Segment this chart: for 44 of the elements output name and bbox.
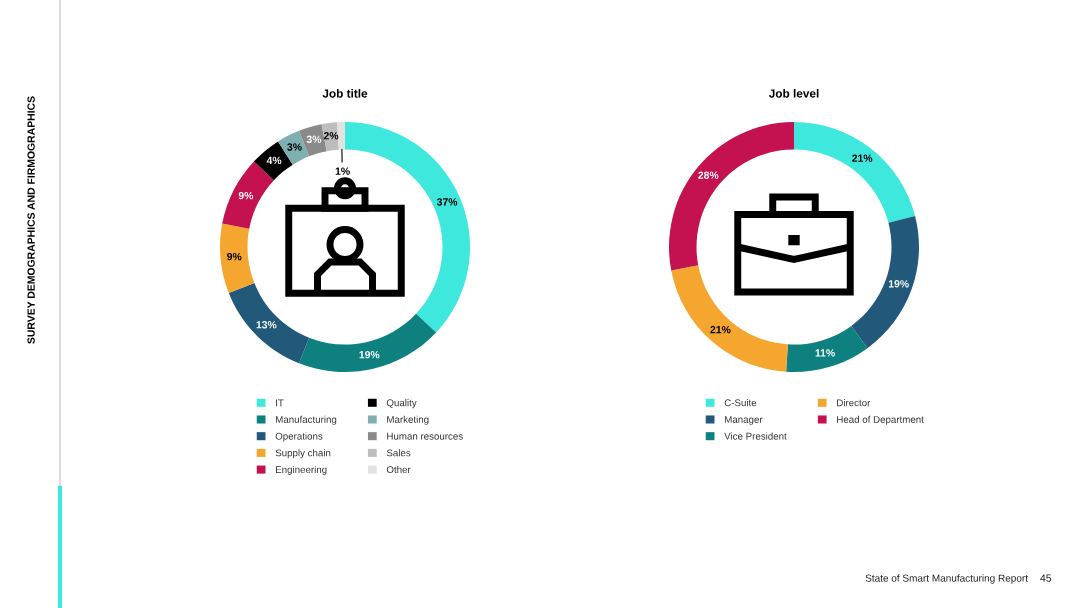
legend-label: Supply chain (275, 449, 331, 459)
data-label: 9% (227, 252, 242, 261)
data-label: 28% (698, 171, 719, 179)
legend-label: Quality (386, 399, 417, 409)
text: State of Smart Manufacturing Report (865, 574, 1028, 584)
legend-label: Manager (725, 416, 763, 425)
data-label: 4% (266, 156, 282, 165)
text: 45 (1040, 574, 1052, 582)
legend-label: Other (386, 465, 411, 474)
legend-label: Sales (386, 449, 411, 457)
data-label: 1% (335, 167, 350, 175)
chart-title: Job title (322, 89, 368, 98)
data-label: 9% (238, 191, 254, 200)
legend-label: Vice President (724, 432, 787, 440)
data-label: 13% (256, 321, 277, 329)
data-label: 11% (815, 349, 835, 357)
data-label: 37% (436, 198, 458, 206)
legend-label: C-Suite (724, 399, 757, 407)
data-label: 21% (852, 154, 873, 162)
donut-slice (337, 122, 345, 150)
legend-label: Director (837, 399, 871, 407)
data-label: 2% (323, 132, 339, 140)
legend-label: Manufacturing (276, 415, 337, 425)
donut-slice (228, 282, 310, 364)
donut-slice (298, 313, 437, 372)
data-label: 3% (287, 143, 302, 151)
donut-slice (669, 122, 794, 271)
legend-label: Marketing (387, 415, 429, 425)
data-label: 19% (359, 350, 380, 359)
text: SURVEY DEMOGRAPHICS AND FIRMOGRAPHICS (27, 96, 35, 344)
donut-slice (794, 122, 916, 223)
data-label: 19% (888, 280, 909, 288)
donut-slice (671, 265, 788, 372)
data-label: 21% (710, 325, 731, 334)
legend-label: Engineering (276, 465, 327, 475)
chart-title: Job level (768, 89, 819, 98)
data-label: 3% (306, 135, 322, 143)
legend-label: Operations (275, 432, 323, 442)
legend-label: IT (276, 399, 284, 407)
donut-slice (220, 223, 255, 294)
legend-label: Human resources (387, 432, 463, 440)
donut-slice (851, 215, 919, 349)
donut-slice (786, 325, 868, 372)
legend-label: Head of Department (837, 415, 924, 425)
